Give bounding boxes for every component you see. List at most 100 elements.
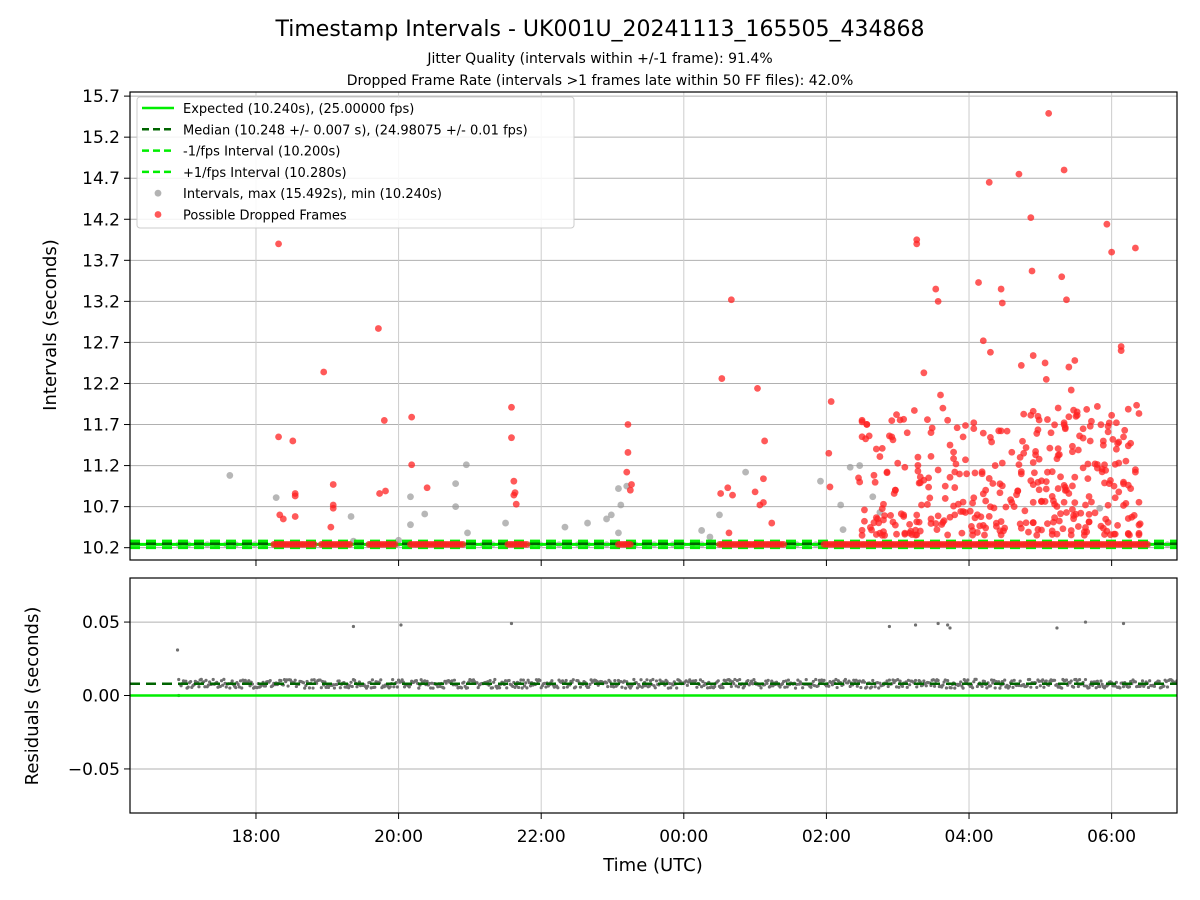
interval-point bbox=[1096, 504, 1104, 512]
residual-point bbox=[915, 685, 919, 689]
residual-point bbox=[809, 685, 813, 689]
residual-point bbox=[848, 684, 852, 689]
dropped-frame-point bbox=[1080, 531, 1088, 539]
dropped-frame-point bbox=[1054, 404, 1062, 412]
dropped-frame-point bbox=[920, 369, 928, 377]
y-tick-label-intervals: 10.7 bbox=[82, 498, 120, 518]
dropped-frame-point bbox=[979, 337, 987, 345]
dropped-frame-point bbox=[969, 527, 976, 535]
dropped-frame-point bbox=[913, 511, 921, 519]
residual-point bbox=[797, 682, 801, 686]
interval-point bbox=[272, 494, 280, 501]
residual-outlier bbox=[1083, 620, 1088, 624]
dropped-frame-point bbox=[894, 459, 902, 467]
residual-point bbox=[695, 685, 699, 689]
residual-point bbox=[716, 679, 720, 683]
residual-point bbox=[564, 678, 568, 683]
dropped-frame-point bbox=[944, 416, 952, 424]
residual-point bbox=[492, 680, 496, 684]
dropped-frame-point bbox=[944, 531, 952, 539]
dropped-frame-point bbox=[1076, 432, 1083, 440]
dropped-frame-point bbox=[1132, 466, 1139, 474]
dropped-frame-point bbox=[1135, 410, 1143, 417]
dropped-frame-point bbox=[1099, 437, 1107, 445]
residual-point bbox=[526, 678, 530, 682]
chart-subtitle-jitter: Jitter Quality (intervals within +/-1 fr… bbox=[426, 51, 772, 67]
dropped-frame-point bbox=[1103, 220, 1111, 228]
residual-point bbox=[203, 685, 207, 689]
dropped-frame-point bbox=[624, 421, 632, 428]
residual-point bbox=[1165, 685, 1170, 689]
dropped-frame-point bbox=[970, 494, 978, 502]
residual-outlier bbox=[175, 648, 180, 652]
residual-point bbox=[571, 678, 575, 682]
dropped-frame-point bbox=[1120, 478, 1127, 486]
dropped-frame-point bbox=[932, 285, 940, 293]
residual-point bbox=[574, 685, 578, 689]
y-tick-label-intervals: 13.2 bbox=[82, 292, 120, 312]
dropped-frame-point bbox=[1021, 507, 1029, 515]
intervals-panel: 10.2 10.7 11.2 11.7 12.2 12.7 13.2 13.7 14.2 14.7… bbox=[82, 87, 1178, 566]
residual-point bbox=[218, 684, 222, 689]
residual-point bbox=[337, 679, 341, 683]
residual-point bbox=[311, 686, 315, 690]
residual-point bbox=[425, 679, 429, 683]
residual-point bbox=[896, 678, 900, 682]
dropped-frame-point bbox=[1035, 416, 1043, 424]
dropped-frame-point bbox=[1054, 485, 1062, 492]
dropped-frame-point bbox=[1042, 375, 1050, 383]
residual-point bbox=[1087, 686, 1091, 690]
residual-point bbox=[1146, 685, 1151, 690]
legend-label: -1/fps Interval (10.200s) bbox=[183, 145, 340, 160]
residual-point bbox=[1082, 684, 1086, 688]
dropped-frame-point bbox=[997, 518, 1005, 525]
residual-point bbox=[752, 677, 756, 682]
dropped-frame-point bbox=[998, 299, 1006, 307]
residual-point bbox=[811, 679, 815, 684]
dropped-frame-point bbox=[1069, 482, 1076, 490]
residual-point bbox=[588, 682, 592, 687]
dropped-frame-point bbox=[1067, 386, 1075, 394]
residual-point bbox=[1029, 685, 1033, 689]
y-tick-label-intervals: 10.2 bbox=[82, 539, 120, 559]
dropped-frame-point bbox=[979, 521, 987, 529]
dropped-frame-point bbox=[963, 470, 971, 478]
dropped-frame-point bbox=[1016, 520, 1024, 528]
dropped-frame-point bbox=[1028, 267, 1036, 275]
y-axis-label-residuals: Residuals (seconds) bbox=[22, 607, 43, 786]
residual-point bbox=[922, 679, 926, 683]
interval-point bbox=[407, 493, 414, 501]
dropped-frame-point bbox=[1063, 296, 1070, 304]
dropped-frame-point bbox=[1088, 498, 1095, 506]
dropped-frame-point bbox=[863, 420, 871, 428]
dropped-frame-point bbox=[1108, 411, 1116, 419]
residual-point bbox=[279, 679, 283, 683]
y-tick-label-residuals: 0.00 bbox=[82, 687, 120, 707]
dropped-frame-point bbox=[952, 460, 960, 468]
chart-title: Timestamp Intervals - UK001U_20241113_16… bbox=[275, 17, 925, 42]
dropped-frame-point bbox=[1045, 109, 1053, 117]
dropped-frame-point bbox=[950, 448, 957, 456]
dropped-frame-point bbox=[1020, 410, 1028, 418]
dropped-frame-point bbox=[1013, 491, 1020, 499]
residual-outlier bbox=[946, 623, 950, 627]
dropped-frame-point bbox=[1082, 501, 1089, 509]
residual-point bbox=[894, 685, 899, 689]
dropped-frame-point bbox=[1120, 433, 1127, 441]
residual-point bbox=[685, 683, 689, 687]
residual-point bbox=[698, 678, 703, 682]
residual-point bbox=[507, 678, 511, 683]
interval-point bbox=[584, 519, 591, 527]
residual-point bbox=[587, 685, 591, 689]
dropped-frame-point bbox=[1008, 448, 1016, 456]
residual-point bbox=[1012, 678, 1016, 682]
residual-point bbox=[350, 684, 354, 689]
dropped-frame-point bbox=[1130, 512, 1138, 519]
dropped-frame-point bbox=[760, 499, 767, 506]
residual-point bbox=[565, 685, 569, 689]
dropped-frame-point bbox=[1114, 522, 1121, 529]
residual-point bbox=[796, 678, 800, 682]
dropped-frame-point bbox=[1017, 362, 1025, 369]
dropped-frame-point bbox=[512, 500, 520, 508]
residual-point bbox=[666, 686, 670, 690]
